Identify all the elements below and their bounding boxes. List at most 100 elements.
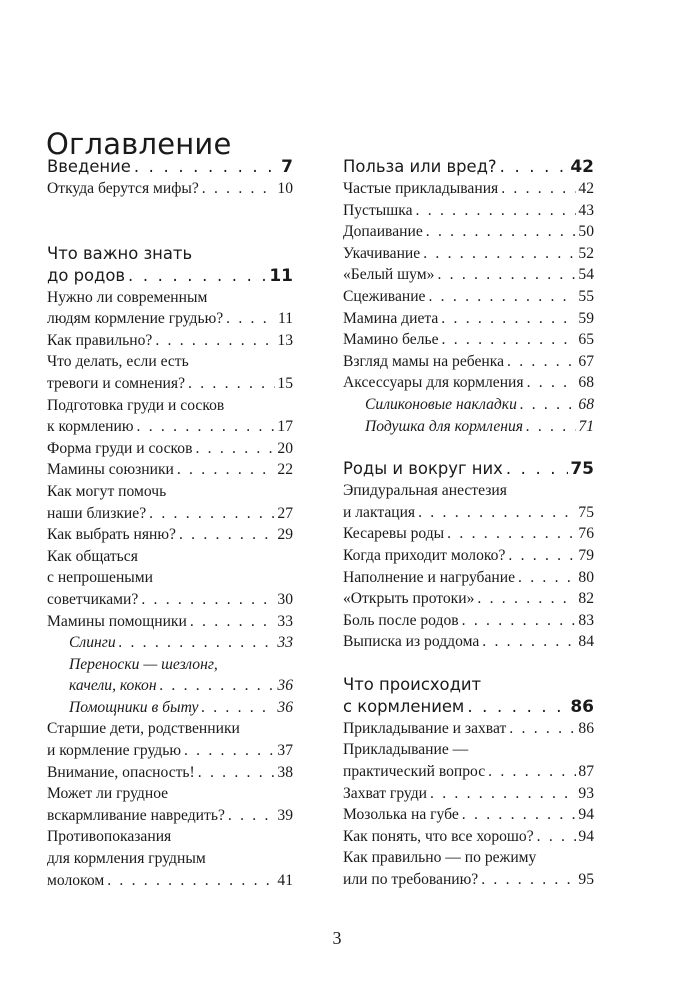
toc-entry[interactable]: Подушка для кормления. . . . . . . . . .… bbox=[343, 416, 594, 438]
toc-line: Захват груди. . . . . . . . . . . . . . … bbox=[343, 783, 594, 805]
toc-entry[interactable]: Мамино белье. . . . . . . . . . . . . . … bbox=[343, 329, 594, 351]
entry-title: Что важно знать bbox=[47, 243, 193, 263]
toc-entry[interactable]: Выписка из роддома. . . . . . . . . . . … bbox=[343, 631, 594, 653]
leader-dots: . . . . . . . . . . . . . . . . . . . . … bbox=[201, 698, 275, 716]
entry-page: 15 bbox=[277, 374, 293, 392]
toc-entry[interactable]: Прикладывание — практический вопрос. . . … bbox=[343, 739, 594, 782]
entry-page: 11 bbox=[277, 310, 293, 328]
toc-entry[interactable]: Как общаться с непрошеными советчиками?. .… bbox=[47, 546, 293, 611]
toc-entry[interactable]: «Белый шум». . . . . . . . . . . . . . .… bbox=[343, 264, 594, 286]
entry-page: 54 bbox=[578, 266, 594, 284]
toc-entry[interactable]: Как правильно — по режиму или по требован… bbox=[343, 847, 594, 890]
toc-entry[interactable]: Может ли грудное вскармливание навредить?… bbox=[47, 783, 293, 826]
entry-page: 55 bbox=[578, 287, 594, 305]
section-heading[interactable]: Роды и вокруг них. . . . . . . . . . . .… bbox=[343, 458, 594, 480]
toc-line: Выписка из роддома. . . . . . . . . . . … bbox=[343, 631, 594, 653]
entry-title: Кесаревы роды bbox=[343, 525, 445, 543]
toc-entry[interactable]: Внимание, опасность!. . . . . . . . . . … bbox=[47, 762, 293, 784]
toc-entry[interactable]: Силиконовые накладки. . . . . . . . . . … bbox=[343, 394, 594, 416]
leader-dots: . . . . . . . . . . . . . . . . . . . . … bbox=[505, 459, 568, 479]
entry-page: 86 bbox=[570, 696, 594, 717]
entry-page: 7 bbox=[281, 157, 293, 177]
toc-line: Допаивание. . . . . . . . . . . . . . . … bbox=[343, 221, 594, 243]
toc-entry[interactable]: Откуда берутся мифы?. . . . . . . . . . … bbox=[47, 178, 293, 200]
entry-page: 33 bbox=[277, 634, 293, 652]
toc-entry[interactable]: Как выбрать няню?. . . . . . . . . . . .… bbox=[47, 524, 293, 546]
toc-entry[interactable]: Захват груди. . . . . . . . . . . . . . … bbox=[343, 783, 594, 805]
toc-entry[interactable]: Взгляд мамы на ребенка. . . . . . . . . … bbox=[343, 351, 594, 373]
toc-entry[interactable]: Как понять, что все хорошо?. . . . . . .… bbox=[343, 826, 594, 848]
toc-entry[interactable]: Мамины союзники. . . . . . . . . . . . .… bbox=[47, 459, 293, 481]
leader-dots: . . . . . . . . . . . . . . . . . . . . … bbox=[507, 352, 576, 370]
toc-line: людям кормление грудью?. . . . . . . . .… bbox=[47, 308, 293, 330]
toc-entry[interactable]: Мамины помощники. . . . . . . . . . . . … bbox=[47, 611, 293, 633]
entry-title: Противопоказания bbox=[47, 828, 172, 846]
toc-entry[interactable]: «Открыть протоки». . . . . . . . . . . .… bbox=[343, 588, 594, 610]
toc-entry[interactable]: Наполнение и нагрубание. . . . . . . . .… bbox=[343, 567, 594, 589]
toc-entry[interactable]: Форма груди и сосков. . . . . . . . . . … bbox=[47, 438, 293, 460]
toc-entry[interactable]: Укачивание. . . . . . . . . . . . . . . … bbox=[343, 243, 594, 265]
section-heading[interactable]: Польза или вред?. . . . . . . . . . . . … bbox=[343, 156, 594, 178]
toc-entry[interactable]: Помощники в быту. . . . . . . . . . . . … bbox=[47, 697, 293, 719]
entry-page: 94 bbox=[578, 827, 594, 845]
toc-line: Роды и вокруг них. . . . . . . . . . . .… bbox=[343, 458, 594, 480]
toc-line: Внимание, опасность!. . . . . . . . . . … bbox=[47, 762, 293, 784]
toc-entry[interactable]: Пустышка. . . . . . . . . . . . . . . . … bbox=[343, 200, 594, 222]
leader-dots: . . . . . . . . . . . . . . . . . . . . … bbox=[482, 633, 576, 651]
leader-dots: . . . . . . . . . . . . . . . . . . . . … bbox=[518, 568, 576, 586]
leader-dots: . . . . . . . . . . . . . . . . . . . . … bbox=[418, 503, 576, 521]
toc-entry[interactable]: Что делать, если есть тревоги и сомнения?… bbox=[47, 351, 293, 394]
toc-line: качели, кокон. . . . . . . . . . . . . .… bbox=[47, 675, 293, 697]
toc-entry[interactable]: Как правильно?. . . . . . . . . . . . . … bbox=[47, 330, 293, 352]
leader-dots: . . . . . . . . . . . . . . . . . . . . … bbox=[526, 374, 577, 392]
toc-line: Прикладывание — bbox=[343, 739, 594, 761]
toc-line: Прикладывание и захват. . . . . . . . . … bbox=[343, 718, 594, 740]
toc-entry[interactable]: Переноски — шезлонг, качели, кокон. . . .… bbox=[47, 654, 293, 697]
toc-entry[interactable]: Сцеживание. . . . . . . . . . . . . . . … bbox=[343, 286, 594, 308]
toc-line: или по требованию?. . . . . . . . . . . … bbox=[343, 869, 594, 891]
section-heading[interactable]: Что важно знать до родов. . . . . . . . .… bbox=[47, 243, 293, 287]
toc-entry[interactable]: Боль после родов. . . . . . . . . . . . … bbox=[343, 610, 594, 632]
toc-entry[interactable]: Частые прикладывания. . . . . . . . . . … bbox=[343, 178, 594, 200]
toc-line: с непрошеными bbox=[47, 567, 293, 589]
leader-dots: . . . . . . . . . . . . . . . . . . . . … bbox=[107, 871, 275, 889]
toc-line: Как понять, что все хорошо?. . . . . . .… bbox=[343, 826, 594, 848]
entry-title: и кормление грудью bbox=[47, 742, 181, 760]
leader-dots: . . . . . . . . . . . . . . . . . . . . … bbox=[477, 590, 576, 608]
section-heading[interactable]: Что происходит с кормлением. . . . . . . … bbox=[343, 674, 594, 718]
toc-entry[interactable]: Прикладывание и захват. . . . . . . . . … bbox=[343, 718, 594, 740]
toc-entry[interactable]: Кесаревы роды. . . . . . . . . . . . . .… bbox=[343, 523, 594, 545]
toc-entry[interactable]: Противопоказания для кормления грудным мол… bbox=[47, 826, 293, 891]
toc-line: практический вопрос. . . . . . . . . . .… bbox=[343, 761, 594, 783]
entry-title: Силиконовые накладки bbox=[365, 395, 517, 413]
section-heading[interactable]: Введение. . . . . . . . . . . . . . . . … bbox=[47, 156, 293, 178]
toc-line: Как правильно?. . . . . . . . . . . . . … bbox=[47, 330, 293, 352]
leader-dots: . . . . . . . . . . . . . . . . . . . . … bbox=[467, 696, 568, 716]
entry-title: Введение bbox=[47, 157, 131, 176]
toc-entry[interactable]: Подготовка груди и сосков к кормлению. . … bbox=[47, 395, 293, 438]
toc-entry[interactable]: Нужно ли современным людям кормление груд… bbox=[47, 287, 293, 330]
leader-dots: . . . . . . . . . . . . . . . . . . . . … bbox=[488, 763, 576, 781]
leader-dots: . . . . . . . . . . . . . . . . . . . . … bbox=[437, 266, 576, 284]
toc-entry[interactable]: Когда приходит молоко?. . . . . . . . . … bbox=[343, 545, 594, 567]
toc-entry[interactable]: Эпидуральная анестезия и лактация. . . . … bbox=[343, 480, 594, 523]
toc-entry[interactable]: Как могут помочь наши близкие?. . . . . .… bbox=[47, 481, 293, 524]
toc-line: к кормлению. . . . . . . . . . . . . . .… bbox=[47, 416, 293, 438]
toc-entry[interactable]: Допаивание. . . . . . . . . . . . . . . … bbox=[343, 221, 594, 243]
toc-entry[interactable]: Старшие дети, родственники и кормление гр… bbox=[47, 718, 293, 761]
toc-entry[interactable]: Мозолька на губе. . . . . . . . . . . . … bbox=[343, 804, 594, 826]
toc-line: Старшие дети, родственники bbox=[47, 718, 293, 740]
entry-page: 87 bbox=[578, 763, 594, 781]
entry-title: Роды и вокруг них bbox=[343, 459, 503, 479]
toc-line: тревоги и сомнения?. . . . . . . . . . .… bbox=[47, 373, 293, 395]
entry-page: 52 bbox=[578, 244, 594, 262]
toc-entry[interactable]: Слинги. . . . . . . . . . . . . . . . . … bbox=[47, 632, 293, 654]
toc-entry[interactable]: Аксессуары для кормления. . . . . . . . … bbox=[343, 372, 594, 394]
toc-line: «Открыть протоки». . . . . . . . . . . .… bbox=[343, 588, 594, 610]
entry-page: 82 bbox=[578, 590, 594, 608]
entry-page: 94 bbox=[578, 806, 594, 824]
toc-line: Может ли грудное bbox=[47, 783, 293, 805]
toc-entry[interactable]: Мамина диета. . . . . . . . . . . . . . … bbox=[343, 308, 594, 330]
toc-line: Аксессуары для кормления. . . . . . . . … bbox=[343, 372, 594, 394]
entry-title: Форма груди и сосков bbox=[47, 439, 193, 457]
